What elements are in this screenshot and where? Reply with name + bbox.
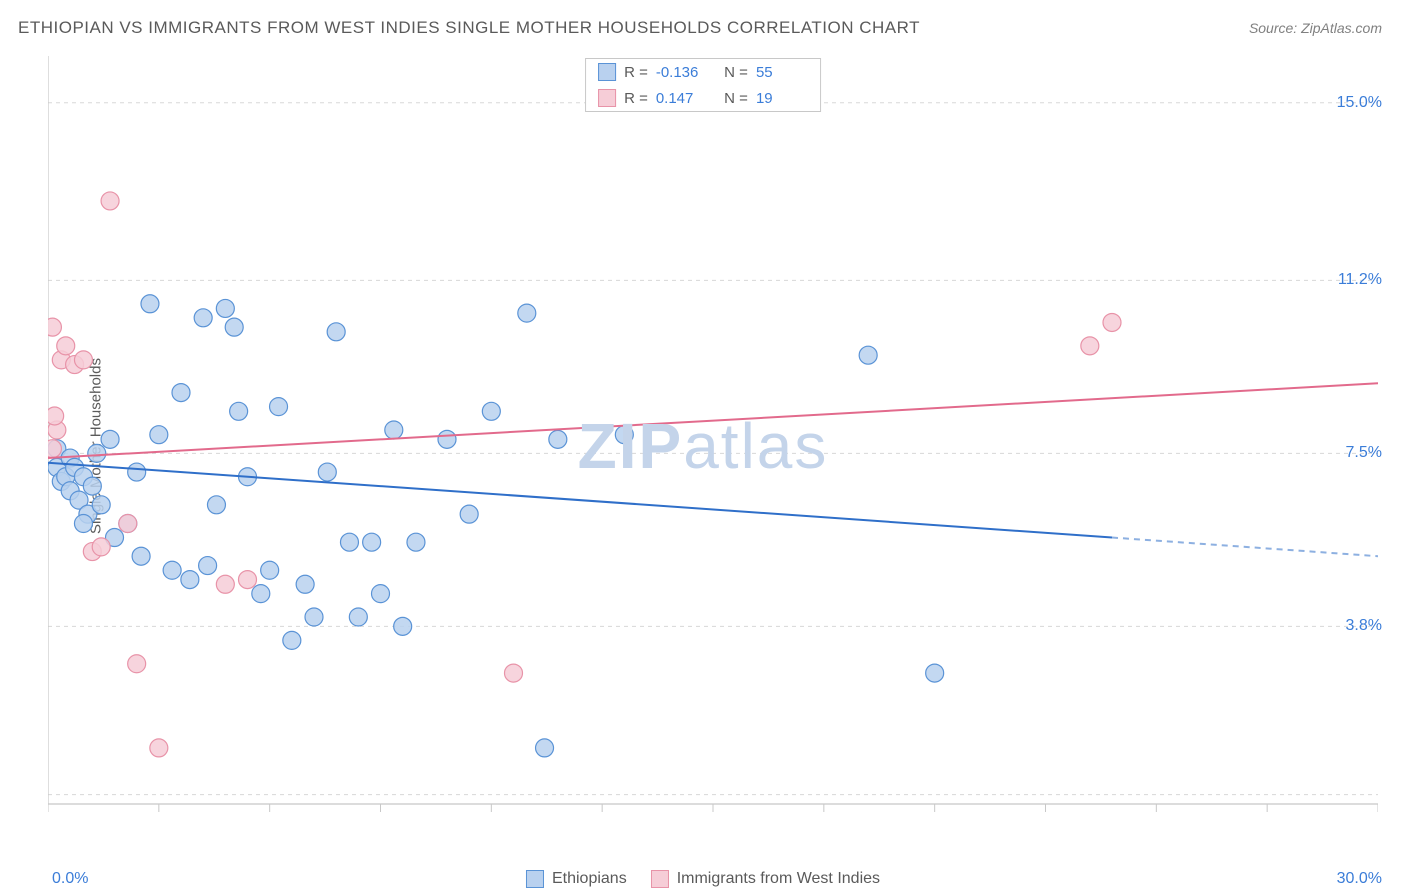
legend-swatch [598,89,616,107]
legend-swatch [598,63,616,81]
y-tick-label: 15.0% [1337,94,1382,112]
legend-series-label: Ethiopians [552,870,627,888]
y-tick-label: 11.2% [1338,271,1382,289]
chart-title: ETHIOPIAN VS IMMIGRANTS FROM WEST INDIES… [18,18,920,38]
legend-series-item: Immigrants from West Indies [651,870,880,888]
series-legend: Ethiopians Immigrants from West Indies [526,870,880,888]
x-axis-max-label: 30.0% [1337,870,1382,888]
correlation-legend: R =-0.136 N =55R =0.147 N =19 [585,58,821,112]
y-tick-label: 3.8% [1346,617,1382,635]
legend-series-item: Ethiopians [526,870,627,888]
legend-swatch [651,870,669,888]
source-attribution: Source: ZipAtlas.com [1249,20,1382,36]
legend-correlation-row: R =-0.136 N =55 [586,59,820,85]
scatter-plot [48,56,1378,836]
y-tick-label: 7.5% [1346,444,1382,462]
legend-series-label: Immigrants from West Indies [677,870,880,888]
x-axis-min-label: 0.0% [52,870,88,888]
legend-swatch [526,870,544,888]
legend-correlation-row: R =0.147 N =19 [586,85,820,111]
